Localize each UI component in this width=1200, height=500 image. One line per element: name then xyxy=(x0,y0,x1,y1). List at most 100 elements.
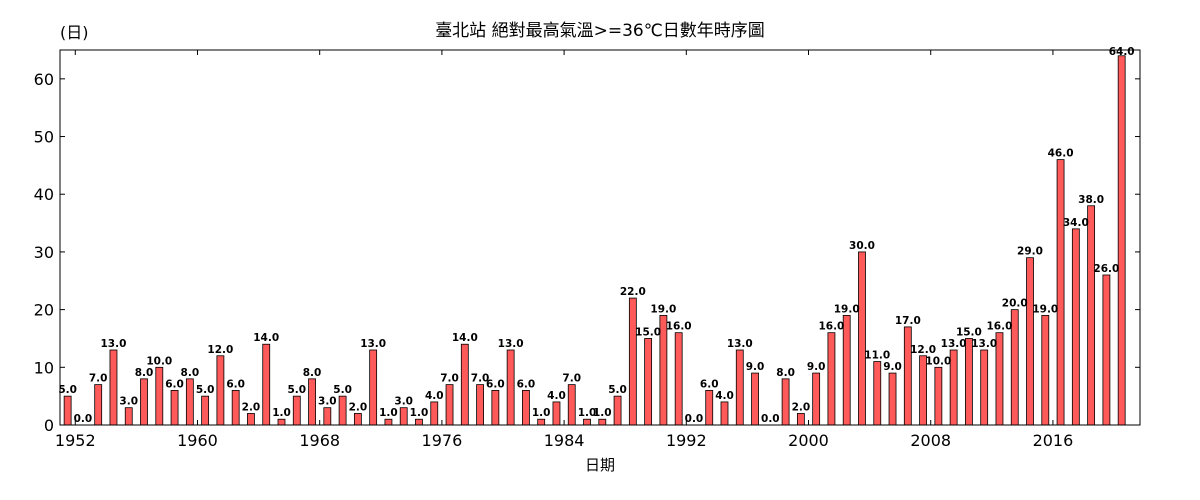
data-label: 16.0 xyxy=(987,321,1013,333)
data-label: 13.0 xyxy=(971,338,997,350)
bar xyxy=(735,349,744,426)
bar xyxy=(1117,55,1126,426)
data-label: 34.0 xyxy=(1063,217,1089,229)
x-tick-label: 2008 xyxy=(910,431,951,450)
data-label: 0.0 xyxy=(761,413,780,425)
data-label: 2.0 xyxy=(792,401,811,413)
bar xyxy=(124,407,133,426)
y-tick-label: 30 xyxy=(34,243,54,262)
data-label: 26.0 xyxy=(1093,263,1119,275)
bar xyxy=(216,355,225,426)
bar xyxy=(170,389,179,426)
bar xyxy=(1071,228,1080,426)
data-label: 20.0 xyxy=(1002,298,1028,310)
bar xyxy=(369,349,378,426)
data-label: 1.0 xyxy=(379,407,398,419)
bars-group xyxy=(63,55,1126,426)
data-label: 19.0 xyxy=(650,303,676,315)
data-label: 7.0 xyxy=(440,373,459,385)
x-tick-label: 2000 xyxy=(788,431,829,450)
x-axis-label: 日期 xyxy=(585,456,615,474)
data-label: 3.0 xyxy=(318,396,337,408)
data-label: 1.0 xyxy=(578,407,597,419)
data-label: 15.0 xyxy=(956,326,982,338)
y-tick-label: 10 xyxy=(34,358,54,377)
data-label: 1.0 xyxy=(593,407,612,419)
bar xyxy=(1102,274,1111,426)
bar xyxy=(1056,159,1065,426)
data-label: 9.0 xyxy=(807,361,826,373)
data-label: 1.0 xyxy=(272,407,291,419)
bar xyxy=(628,297,637,426)
bar xyxy=(705,389,714,426)
bar xyxy=(598,418,607,426)
plot-frame xyxy=(59,49,1141,426)
data-label: 3.0 xyxy=(394,396,413,408)
bar xyxy=(1041,314,1050,426)
data-label: 46.0 xyxy=(1048,148,1074,160)
bar xyxy=(247,413,255,426)
data-label: 29.0 xyxy=(1017,246,1043,258)
data-label: 22.0 xyxy=(620,286,646,298)
y-tick-label: 60 xyxy=(34,70,54,89)
data-label: 11.0 xyxy=(864,350,890,362)
bar xyxy=(888,372,897,426)
bar xyxy=(399,407,408,426)
chart-title: 臺北站 絕對最高氣溫>=36℃日數年時序圖 xyxy=(435,21,765,41)
bar xyxy=(140,378,148,426)
y-unit-label: (日) xyxy=(60,23,89,42)
data-label: 38.0 xyxy=(1078,194,1104,206)
data-label: 13.0 xyxy=(360,338,386,350)
data-label: 6.0 xyxy=(165,378,184,390)
data-label: 12.0 xyxy=(207,344,233,356)
data-label: 13.0 xyxy=(941,338,967,350)
bar xyxy=(63,395,72,426)
bar xyxy=(308,378,316,426)
data-label: 13.0 xyxy=(727,338,753,350)
bar xyxy=(751,372,759,426)
data-label: 8.0 xyxy=(135,367,154,379)
data-label: 12.0 xyxy=(910,344,936,356)
bar xyxy=(155,366,164,426)
bar xyxy=(277,418,286,426)
bar xyxy=(552,401,561,426)
bar xyxy=(460,343,469,426)
bar xyxy=(384,418,393,426)
bar xyxy=(323,407,332,426)
bar xyxy=(231,389,240,426)
bar xyxy=(415,418,423,426)
bar xyxy=(644,338,653,426)
x-tick-label: 1984 xyxy=(544,431,585,450)
bar xyxy=(934,366,943,426)
bar xyxy=(858,251,866,426)
bar xyxy=(827,332,836,426)
axis-ticks: 0 10 20 30 40 50 60 1952 1960 1968 1976 1984 1992 200… xyxy=(34,50,1140,450)
data-label: 4.0 xyxy=(547,390,566,402)
data-label: 8.0 xyxy=(181,367,200,379)
data-label: 15.0 xyxy=(635,326,661,338)
data-label: 4.0 xyxy=(715,390,734,402)
data-label: 14.0 xyxy=(253,332,279,344)
data-label: 1.0 xyxy=(532,407,551,419)
bar xyxy=(613,395,622,426)
data-labels-group: 5.00.07.013.03.08.010.06.08.05.012.06.02… xyxy=(58,46,1134,425)
data-label: 8.0 xyxy=(303,367,322,379)
bar xyxy=(185,378,194,426)
data-label: 16.0 xyxy=(818,321,844,333)
y-tick-label: 20 xyxy=(34,301,54,320)
x-tick-label: 1976 xyxy=(422,431,463,450)
bar xyxy=(94,384,103,426)
data-label: 17.0 xyxy=(895,315,921,327)
data-label: 5.0 xyxy=(196,384,215,396)
data-label: 4.0 xyxy=(425,390,444,402)
y-tick-label: 50 xyxy=(34,128,54,147)
data-label: 16.0 xyxy=(666,321,692,333)
x-tick-label: 1968 xyxy=(299,431,340,450)
data-label: 5.0 xyxy=(333,384,352,396)
data-label: 19.0 xyxy=(1032,303,1058,315)
bar xyxy=(430,401,439,426)
data-label: 6.0 xyxy=(486,378,505,390)
bar xyxy=(506,349,515,426)
bar xyxy=(873,361,882,426)
